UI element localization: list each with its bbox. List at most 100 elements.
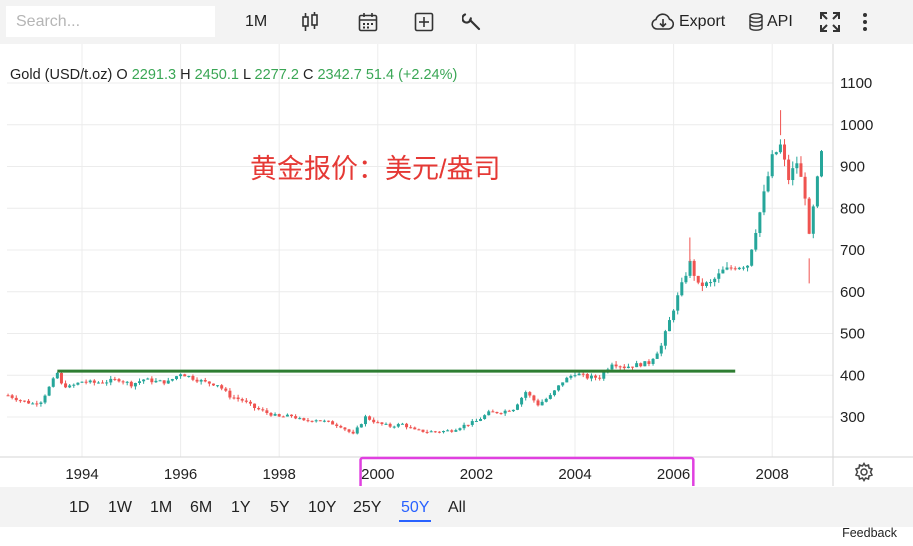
candle-up	[676, 295, 680, 311]
search-input[interactable]	[6, 6, 215, 37]
candle-down	[437, 431, 441, 433]
range-1y[interactable]: 1Y	[231, 499, 251, 516]
api-button[interactable]: API	[748, 8, 793, 36]
candle-up	[51, 378, 55, 387]
x-tick-label: 1994	[65, 466, 98, 483]
candle-down	[425, 431, 429, 433]
candle-up	[314, 420, 318, 422]
candle-up	[511, 409, 515, 412]
candle-down	[18, 400, 22, 402]
calendar-icon[interactable]	[358, 8, 378, 36]
candle-up	[355, 427, 359, 434]
candle-up	[750, 249, 754, 266]
candle-up	[322, 420, 326, 422]
candle-up	[273, 414, 277, 416]
range-10y[interactable]: 10Y	[308, 499, 337, 516]
candle-up	[524, 392, 528, 398]
candle-down	[121, 381, 125, 383]
candle-up	[142, 379, 146, 382]
candle-up	[815, 176, 819, 207]
y-tick-label: 800	[840, 200, 865, 217]
candle-up	[43, 395, 47, 403]
price-chart[interactable]: 300 400 500 600 700 800 900 1000 1100 1994 1996 199…	[0, 44, 913, 486]
candle-up	[392, 426, 396, 428]
candle-down	[388, 423, 392, 427]
candle-up	[396, 424, 400, 427]
candle-down	[310, 420, 314, 422]
range-6m[interactable]: 6M	[190, 499, 213, 516]
ohlc-legend: Gold (USD/t.oz) O 2291.3 H 2450.1 L 2277…	[10, 67, 457, 83]
x-tick-label: 2000	[361, 466, 394, 483]
range-all[interactable]: All	[448, 499, 466, 516]
range-50y[interactable]: 50Y	[398, 499, 432, 522]
candle-up	[503, 410, 507, 414]
y-tick-label: 600	[840, 284, 865, 301]
feedback-link[interactable]: Feedback	[842, 526, 897, 540]
candle-up	[216, 385, 220, 387]
candle-down	[351, 431, 355, 434]
highlight-box	[359, 456, 695, 486]
candle-down	[294, 416, 298, 419]
database-icon	[748, 13, 764, 31]
candle-up	[298, 418, 302, 420]
candle-down	[466, 424, 470, 426]
candle-down	[6, 395, 10, 397]
gear-icon[interactable]	[854, 462, 874, 487]
candle-up	[795, 163, 799, 169]
candle-down	[803, 176, 807, 199]
candle-up	[429, 431, 433, 433]
y-tick-label: 1100	[840, 75, 872, 92]
candle-up	[454, 430, 458, 432]
candle-down	[618, 366, 622, 368]
export-button[interactable]: Export	[651, 8, 725, 36]
candle-up	[80, 381, 84, 383]
candle-down	[84, 381, 88, 383]
more-vertical-icon[interactable]	[862, 8, 868, 36]
change-value: 51.4 (+2.24%)	[365, 67, 458, 83]
candle-up	[778, 144, 782, 153]
fullscreen-icon[interactable]	[820, 8, 840, 36]
candle-up	[741, 267, 745, 269]
candle-down	[339, 426, 343, 428]
candle-up	[470, 421, 474, 425]
x-tick-label: 1996	[164, 466, 197, 483]
candle-up	[721, 269, 725, 274]
open-label: O	[116, 67, 128, 83]
candle-down	[598, 377, 602, 379]
candle-up	[199, 379, 203, 382]
candle-down	[224, 388, 228, 391]
candle-up	[635, 363, 639, 368]
candle-up	[610, 364, 614, 370]
range-5y[interactable]: 5Y	[270, 499, 290, 516]
range-1d[interactable]: 1D	[69, 499, 90, 516]
candle-down	[10, 395, 14, 398]
candle-up	[442, 431, 446, 433]
candle-down	[614, 364, 618, 367]
range-25y[interactable]: 25Y	[353, 499, 382, 516]
x-tick-label: 1998	[263, 466, 296, 483]
candle-up	[515, 404, 519, 410]
wrench-icon[interactable]	[462, 8, 482, 36]
candle-down	[228, 390, 232, 398]
interval-button[interactable]: 1M	[245, 13, 268, 30]
candle-down	[417, 429, 421, 431]
candle-up	[569, 375, 573, 378]
chart-area[interactable]: 300 400 500 600 700 800 900 1000 1100 1994 1996 199…	[0, 44, 913, 486]
top-toolbar: 1M Export API	[0, 0, 913, 44]
range-1w[interactable]: 1W	[108, 499, 132, 516]
candle-down	[117, 379, 121, 382]
candles-icon[interactable]	[300, 8, 320, 36]
candle-down	[696, 275, 700, 283]
candle-down	[248, 401, 252, 404]
candle-up	[146, 378, 150, 380]
add-box-icon[interactable]	[414, 8, 434, 36]
candle-down	[380, 422, 384, 424]
range-1m[interactable]: 1M	[150, 499, 173, 516]
candle-down	[14, 397, 18, 401]
symbol-label: Gold (USD/t.oz)	[10, 67, 113, 83]
candle-up	[520, 397, 524, 405]
high-label: H	[180, 67, 191, 83]
candle-down	[195, 379, 199, 382]
candle-up	[446, 430, 450, 432]
candle-up	[643, 361, 647, 367]
